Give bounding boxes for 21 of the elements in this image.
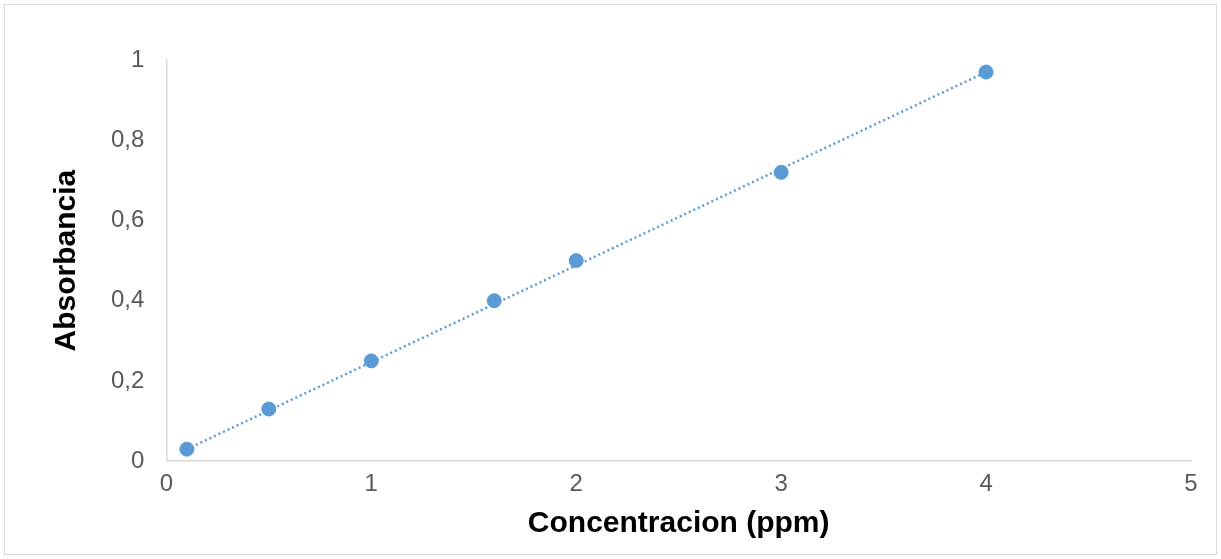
x-tick-label: 4 xyxy=(979,469,993,497)
y-tick-label: 0,6 xyxy=(110,205,145,233)
x-tick-label: 1 xyxy=(364,469,378,497)
y-tick-label: 0,4 xyxy=(110,285,145,313)
y-tick-label: 0,8 xyxy=(110,124,145,152)
point xyxy=(363,353,379,369)
y-tick-label: 0 xyxy=(131,445,145,473)
point xyxy=(179,441,195,457)
x-tick-label: 3 xyxy=(774,469,788,497)
point xyxy=(773,164,789,180)
y-axis-title: Absorbancia xyxy=(48,169,82,352)
x-axis-title: Concentracion (ppm) xyxy=(527,505,830,539)
point xyxy=(568,253,584,269)
y-tick-label: 0,2 xyxy=(110,365,145,393)
x-tick-label: 0 xyxy=(159,469,174,497)
point xyxy=(486,293,502,309)
point xyxy=(978,64,994,80)
x-tick-label: 2 xyxy=(569,469,583,497)
point xyxy=(261,401,277,417)
y-tick-label: 1 xyxy=(131,44,145,72)
x-tick-label: 5 xyxy=(1184,469,1198,497)
